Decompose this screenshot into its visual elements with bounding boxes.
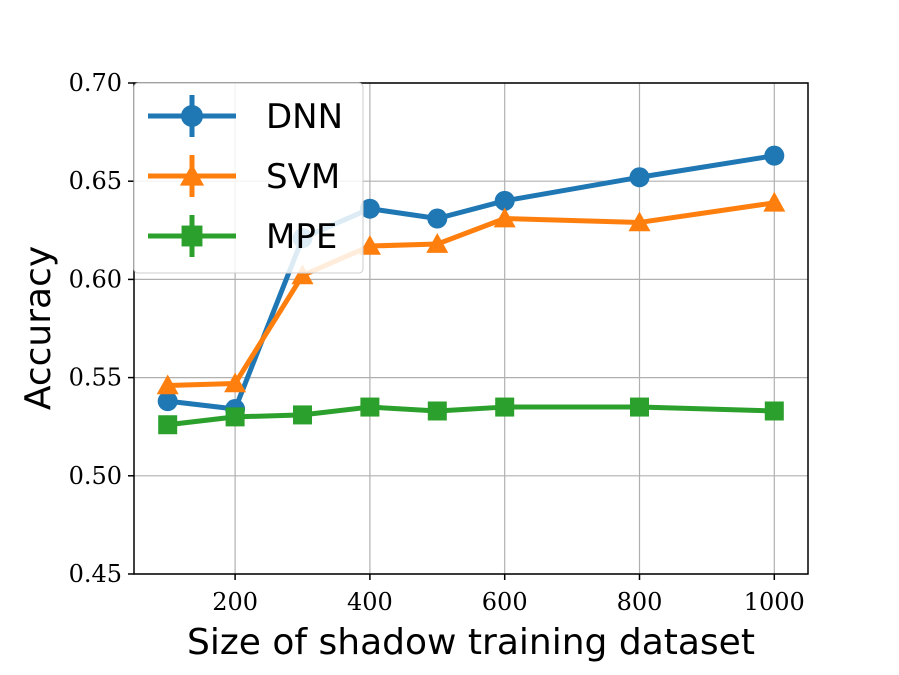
- x-tick-label: 800: [617, 588, 663, 616]
- dnn-point: [427, 208, 448, 229]
- mpe-point: [225, 407, 245, 427]
- dnn-point: [359, 198, 380, 219]
- legend-label-mpe: MPE: [266, 217, 337, 257]
- svm-point: [628, 211, 651, 232]
- y-tick-label: 0.65: [69, 167, 122, 195]
- legend-label-dnn: DNN: [266, 97, 343, 137]
- x-axis-ticks: 200 400 600 800 1000: [212, 574, 805, 616]
- y-axis-title: Accuracy: [18, 246, 59, 410]
- x-tick-label: 400: [347, 588, 393, 616]
- mpe-point: [495, 397, 515, 417]
- y-tick-label: 0.55: [69, 364, 122, 392]
- y-tick-label: 0.45: [69, 560, 122, 588]
- mpe-series: [158, 397, 784, 435]
- legend-marker-dnn: [181, 105, 203, 127]
- legend-marker-mpe: [181, 225, 203, 247]
- svm-point: [224, 372, 247, 393]
- dnn-point: [494, 190, 515, 211]
- svm-point: [426, 233, 449, 253]
- mpe-point: [293, 405, 312, 425]
- legend-entry-svm: SVM: [148, 155, 340, 197]
- svm-point: [156, 374, 179, 395]
- y-tick-label: 0.60: [69, 265, 122, 293]
- dnn-point: [764, 145, 785, 166]
- svm-point: [358, 235, 381, 255]
- mpe-point: [630, 397, 649, 417]
- x-tick-label: 200: [212, 588, 258, 616]
- legend-entry-dnn: DNN: [148, 95, 343, 137]
- mpe-point: [360, 397, 380, 417]
- svm-point: [291, 264, 314, 285]
- svm-point: [493, 207, 516, 228]
- x-axis-title: Size of shadow training dataset: [187, 622, 755, 663]
- mpe-line: [167, 404, 775, 428]
- y-axis-ticks: 0.45 0.50 0.55 0.60 0.65 0.70: [69, 69, 134, 588]
- y-tick-label: 0.70: [69, 69, 122, 97]
- series-group: [156, 145, 786, 435]
- mpe-point: [158, 415, 178, 435]
- dnn-point: [629, 167, 650, 188]
- legend-label-svm: SVM: [266, 157, 340, 197]
- mpe-point: [427, 401, 447, 421]
- svm-line: [167, 200, 775, 388]
- legend-marker-svm: [179, 163, 205, 186]
- svm-series: [156, 191, 786, 395]
- svm-point: [763, 191, 786, 212]
- legend: DNN SVM MPE: [133, 82, 364, 274]
- mpe-point: [764, 401, 784, 421]
- dnn-line: [167, 153, 775, 412]
- y-tick-label: 0.50: [69, 462, 122, 490]
- x-tick-label: 1000: [744, 588, 805, 616]
- legend-entry-mpe: MPE: [148, 215, 337, 257]
- plot-frame: [133, 82, 809, 575]
- dnn-point: [157, 391, 178, 412]
- x-tick-label: 600: [482, 588, 528, 616]
